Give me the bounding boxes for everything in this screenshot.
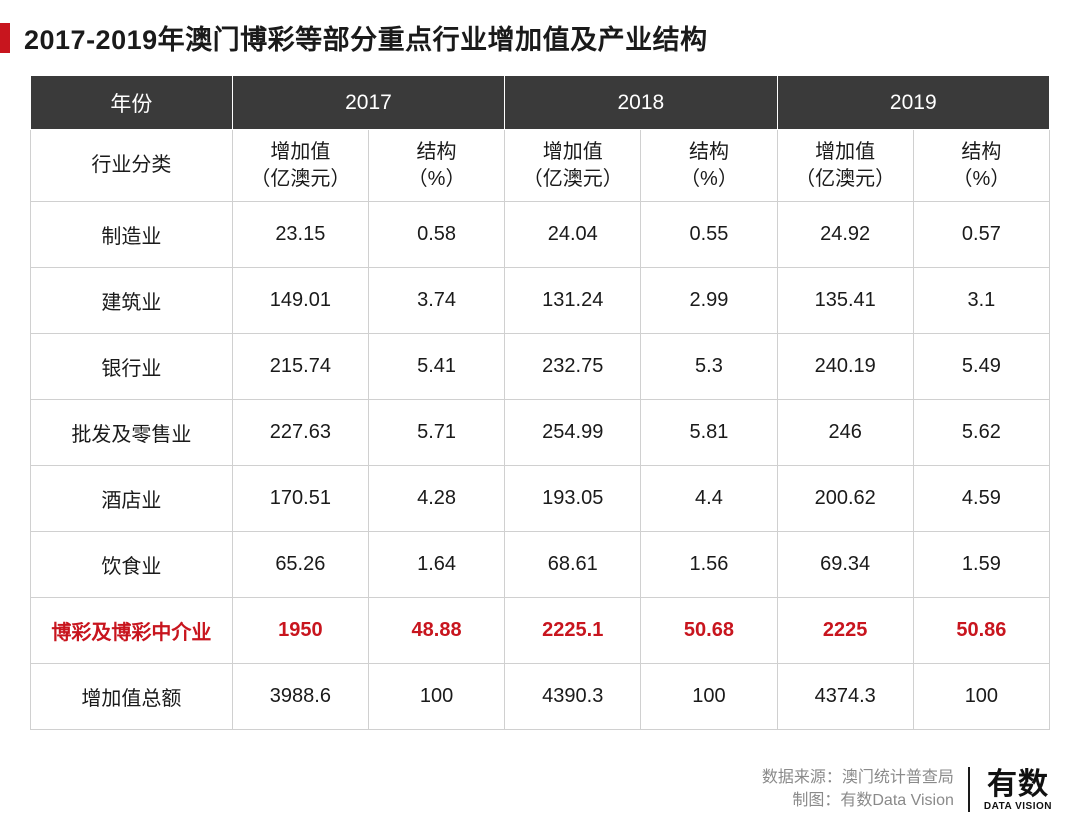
table-cell: 5.41 [368,334,504,400]
table-cell: 0.55 [641,202,777,268]
table-cell: 24.92 [777,202,913,268]
table-cell: 100 [368,664,504,730]
table-cell: 0.57 [913,202,1049,268]
value-label-2019: 增加值（亿澳元） [777,130,913,202]
table-cell: 193.05 [505,466,641,532]
page-title: 2017-2019年澳门博彩等部分重点行业增加值及产业结构 [24,18,708,57]
table-cell: 1.59 [913,532,1049,598]
table-cell: 100 [913,664,1049,730]
table-cell: 酒店业 [31,466,233,532]
table-cell: 4.28 [368,466,504,532]
table-cell: 240.19 [777,334,913,400]
table-row: 批发及零售业227.635.71254.995.812465.62 [31,400,1050,466]
table-cell: 2225.1 [505,598,641,664]
table-cell: 1.64 [368,532,504,598]
table-cell: 制造业 [31,202,233,268]
table-cell: 131.24 [505,268,641,334]
title-bar: 2017-2019年澳门博彩等部分重点行业增加值及产业结构 [0,0,1080,75]
table-cell: 24.04 [505,202,641,268]
table-row: 酒店业170.514.28193.054.4200.624.59 [31,466,1050,532]
table-cell: 227.63 [232,400,368,466]
brand-logo: 有数 DATA VISION [984,770,1052,812]
table-cell: 1950 [232,598,368,664]
table-cell: 0.58 [368,202,504,268]
table-cell: 50.68 [641,598,777,664]
table-container: 年份 2017 2018 2019 行业分类 增加值（亿澳元） 结构（%） 增加… [0,75,1080,730]
pct-label-2019: 结构（%） [913,130,1049,202]
table-cell: 饮食业 [31,532,233,598]
table-cell: 4374.3 [777,664,913,730]
table-cell: 批发及零售业 [31,400,233,466]
table-cell: 5.81 [641,400,777,466]
table-header-years: 年份 2017 2018 2019 [31,76,1050,130]
table-cell: 3.1 [913,268,1049,334]
table-body: 制造业23.150.5824.040.5524.920.57建筑业149.013… [31,202,1050,730]
table-cell: 5.62 [913,400,1049,466]
table-row: 制造业23.150.5824.040.5524.920.57 [31,202,1050,268]
table-cell: 23.15 [232,202,368,268]
table-cell: 215.74 [232,334,368,400]
table-row: 增加值总额3988.61004390.31004374.3100 [31,664,1050,730]
industry-label: 行业分类 [31,130,233,202]
table-cell: 2.99 [641,268,777,334]
year-2018: 2018 [505,76,777,130]
table-cell: 4390.3 [505,664,641,730]
table-cell: 2225 [777,598,913,664]
footer: 数据来源：澳门统计普查局 制图：有数Data Vision 有数 DATA VI… [762,767,1052,812]
table-cell: 170.51 [232,466,368,532]
table-cell: 48.88 [368,598,504,664]
table-cell: 135.41 [777,268,913,334]
pct-label-2018: 结构（%） [641,130,777,202]
table-cell: 1.56 [641,532,777,598]
table-cell: 3988.6 [232,664,368,730]
year-label: 年份 [31,76,233,130]
table-cell: 5.71 [368,400,504,466]
logo-cn: 有数 [987,770,1049,800]
table-header-measures: 行业分类 增加值（亿澳元） 结构（%） 增加值（亿澳元） 结构（%） 增加值（亿… [31,130,1050,202]
table-cell: 149.01 [232,268,368,334]
table-cell: 增加值总额 [31,664,233,730]
value-label-2018: 增加值（亿澳元） [505,130,641,202]
table-row: 博彩及博彩中介业195048.882225.150.68222550.86 [31,598,1050,664]
table-cell: 200.62 [777,466,913,532]
table-cell: 254.99 [505,400,641,466]
title-accent [0,23,10,53]
table-cell: 博彩及博彩中介业 [31,598,233,664]
pct-label-2017: 结构（%） [368,130,504,202]
table-cell: 3.74 [368,268,504,334]
table-row: 饮食业65.261.6468.611.5669.341.59 [31,532,1050,598]
table-cell: 68.61 [505,532,641,598]
data-source: 数据来源：澳门统计普查局 [762,767,954,789]
table-cell: 246 [777,400,913,466]
table-cell: 69.34 [777,532,913,598]
table-cell: 50.86 [913,598,1049,664]
table-cell: 4.4 [641,466,777,532]
table-cell: 银行业 [31,334,233,400]
chart-credit: 制图：有数Data Vision [762,790,954,812]
value-label-2017: 增加值（亿澳元） [232,130,368,202]
table-cell: 5.49 [913,334,1049,400]
table-cell: 100 [641,664,777,730]
table-cell: 5.3 [641,334,777,400]
table-cell: 4.59 [913,466,1049,532]
footer-text: 数据来源：澳门统计普查局 制图：有数Data Vision [762,767,970,812]
table-cell: 232.75 [505,334,641,400]
table-row: 建筑业149.013.74131.242.99135.413.1 [31,268,1050,334]
year-2019: 2019 [777,76,1049,130]
logo-en: DATA VISION [984,802,1052,812]
table-row: 银行业215.745.41232.755.3240.195.49 [31,334,1050,400]
table-cell: 建筑业 [31,268,233,334]
year-2017: 2017 [232,76,504,130]
industry-table: 年份 2017 2018 2019 行业分类 增加值（亿澳元） 结构（%） 增加… [30,75,1050,730]
table-cell: 65.26 [232,532,368,598]
